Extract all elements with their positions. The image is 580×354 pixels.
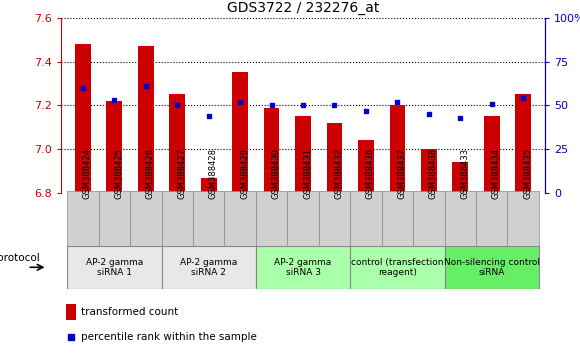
Bar — [107, 101, 122, 193]
Bar — [99, 191, 130, 246]
Bar — [413, 191, 444, 246]
Bar — [421, 149, 437, 193]
Bar — [508, 191, 539, 246]
Bar — [256, 191, 287, 246]
Bar — [295, 116, 311, 193]
Bar — [67, 191, 99, 246]
Bar — [201, 178, 216, 193]
Bar — [476, 191, 508, 246]
Bar — [319, 191, 350, 246]
Text: GSM388426: GSM388426 — [146, 148, 155, 199]
Title: GDS3722 / 232276_at: GDS3722 / 232276_at — [227, 1, 379, 15]
Bar — [327, 123, 342, 193]
Bar — [67, 246, 162, 289]
Text: GSM388438: GSM388438 — [429, 148, 438, 199]
Bar — [287, 191, 319, 246]
Bar — [138, 46, 154, 193]
Bar — [233, 73, 248, 193]
Text: GSM388432: GSM388432 — [335, 148, 343, 199]
Text: GSM388431: GSM388431 — [303, 148, 312, 199]
Bar — [452, 162, 468, 193]
Bar — [130, 191, 162, 246]
Text: GSM388430: GSM388430 — [271, 148, 281, 199]
Text: AP-2 gamma
siRNA 3: AP-2 gamma siRNA 3 — [274, 258, 332, 277]
Bar — [382, 191, 413, 246]
Bar — [444, 191, 476, 246]
Text: percentile rank within the sample: percentile rank within the sample — [81, 332, 257, 342]
Text: GSM388425: GSM388425 — [114, 149, 124, 199]
Bar — [444, 246, 539, 289]
Bar — [358, 140, 374, 193]
Text: GSM388427: GSM388427 — [177, 148, 186, 199]
Text: GSM388424: GSM388424 — [83, 149, 92, 199]
Text: GSM388434: GSM388434 — [492, 148, 501, 199]
Bar — [75, 44, 91, 193]
Bar — [66, 304, 77, 320]
Bar — [350, 191, 382, 246]
Text: GSM388436: GSM388436 — [366, 148, 375, 199]
Bar — [390, 105, 405, 193]
Text: AP-2 gamma
siRNA 2: AP-2 gamma siRNA 2 — [180, 258, 237, 277]
Bar — [515, 95, 531, 193]
Bar — [193, 191, 224, 246]
Bar — [264, 108, 280, 193]
Bar — [350, 246, 444, 289]
Text: GSM388437: GSM388437 — [397, 148, 407, 199]
Bar — [162, 191, 193, 246]
Bar — [484, 116, 499, 193]
Text: Non-silencing control
siRNA: Non-silencing control siRNA — [444, 258, 540, 277]
Bar — [224, 191, 256, 246]
Bar — [256, 246, 350, 289]
Text: transformed count: transformed count — [81, 307, 179, 317]
Text: protocol: protocol — [0, 253, 39, 263]
Text: GSM388433: GSM388433 — [461, 148, 469, 199]
Bar — [169, 95, 185, 193]
Text: GSM388435: GSM388435 — [523, 148, 532, 199]
Text: control (transfection
reagent): control (transfection reagent) — [351, 258, 444, 277]
Text: GSM388429: GSM388429 — [240, 149, 249, 199]
Bar — [162, 246, 256, 289]
Text: AP-2 gamma
siRNA 1: AP-2 gamma siRNA 1 — [86, 258, 143, 277]
Text: GSM388428: GSM388428 — [209, 148, 218, 199]
